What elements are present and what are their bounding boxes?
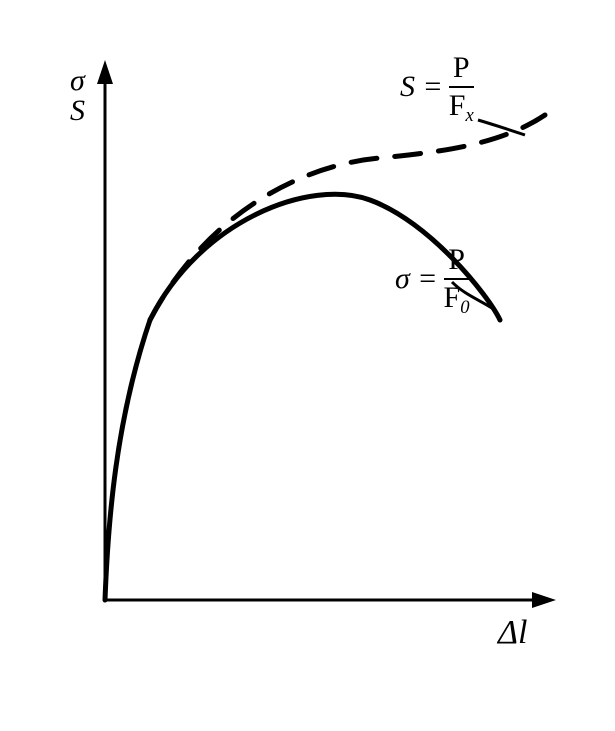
solid-label-lhs: σ = xyxy=(395,264,438,294)
dashed-denom-base: F xyxy=(449,89,466,122)
dashed-label-denominator: Fx xyxy=(449,90,474,122)
solid-label-denominator: F0 xyxy=(444,282,470,314)
y-axis-label: σ S xyxy=(70,66,85,126)
fraction-bar-icon xyxy=(444,278,470,280)
y-axis-label-s: S xyxy=(70,96,85,126)
curve-shared-rise xyxy=(105,320,150,600)
dashed-label-fraction: P Fx xyxy=(449,52,474,121)
curve-dashed xyxy=(150,115,545,320)
dashed-label-lhs: S = xyxy=(400,72,443,102)
stress-strain-figure: σ S Δl S = P Fx σ = P F0 xyxy=(0,0,615,731)
solid-label-numerator: P xyxy=(448,244,465,276)
dashed-label-leader xyxy=(478,120,525,135)
y-axis-arrow-icon xyxy=(97,60,113,84)
y-axis-label-sigma: σ xyxy=(70,66,85,96)
solid-curve-label: σ = P F0 xyxy=(395,244,470,313)
fraction-bar-icon xyxy=(449,86,474,88)
dashed-label-numerator: P xyxy=(453,52,470,84)
x-axis-arrow-icon xyxy=(532,592,556,608)
x-axis-label: Δl xyxy=(498,616,527,650)
dashed-curve-label: S = P Fx xyxy=(400,52,474,121)
solid-denom-base: F xyxy=(444,281,461,314)
solid-label-fraction: P F0 xyxy=(444,244,470,313)
solid-denom-sub: 0 xyxy=(460,297,469,318)
dashed-denom-sub: x xyxy=(465,105,473,126)
